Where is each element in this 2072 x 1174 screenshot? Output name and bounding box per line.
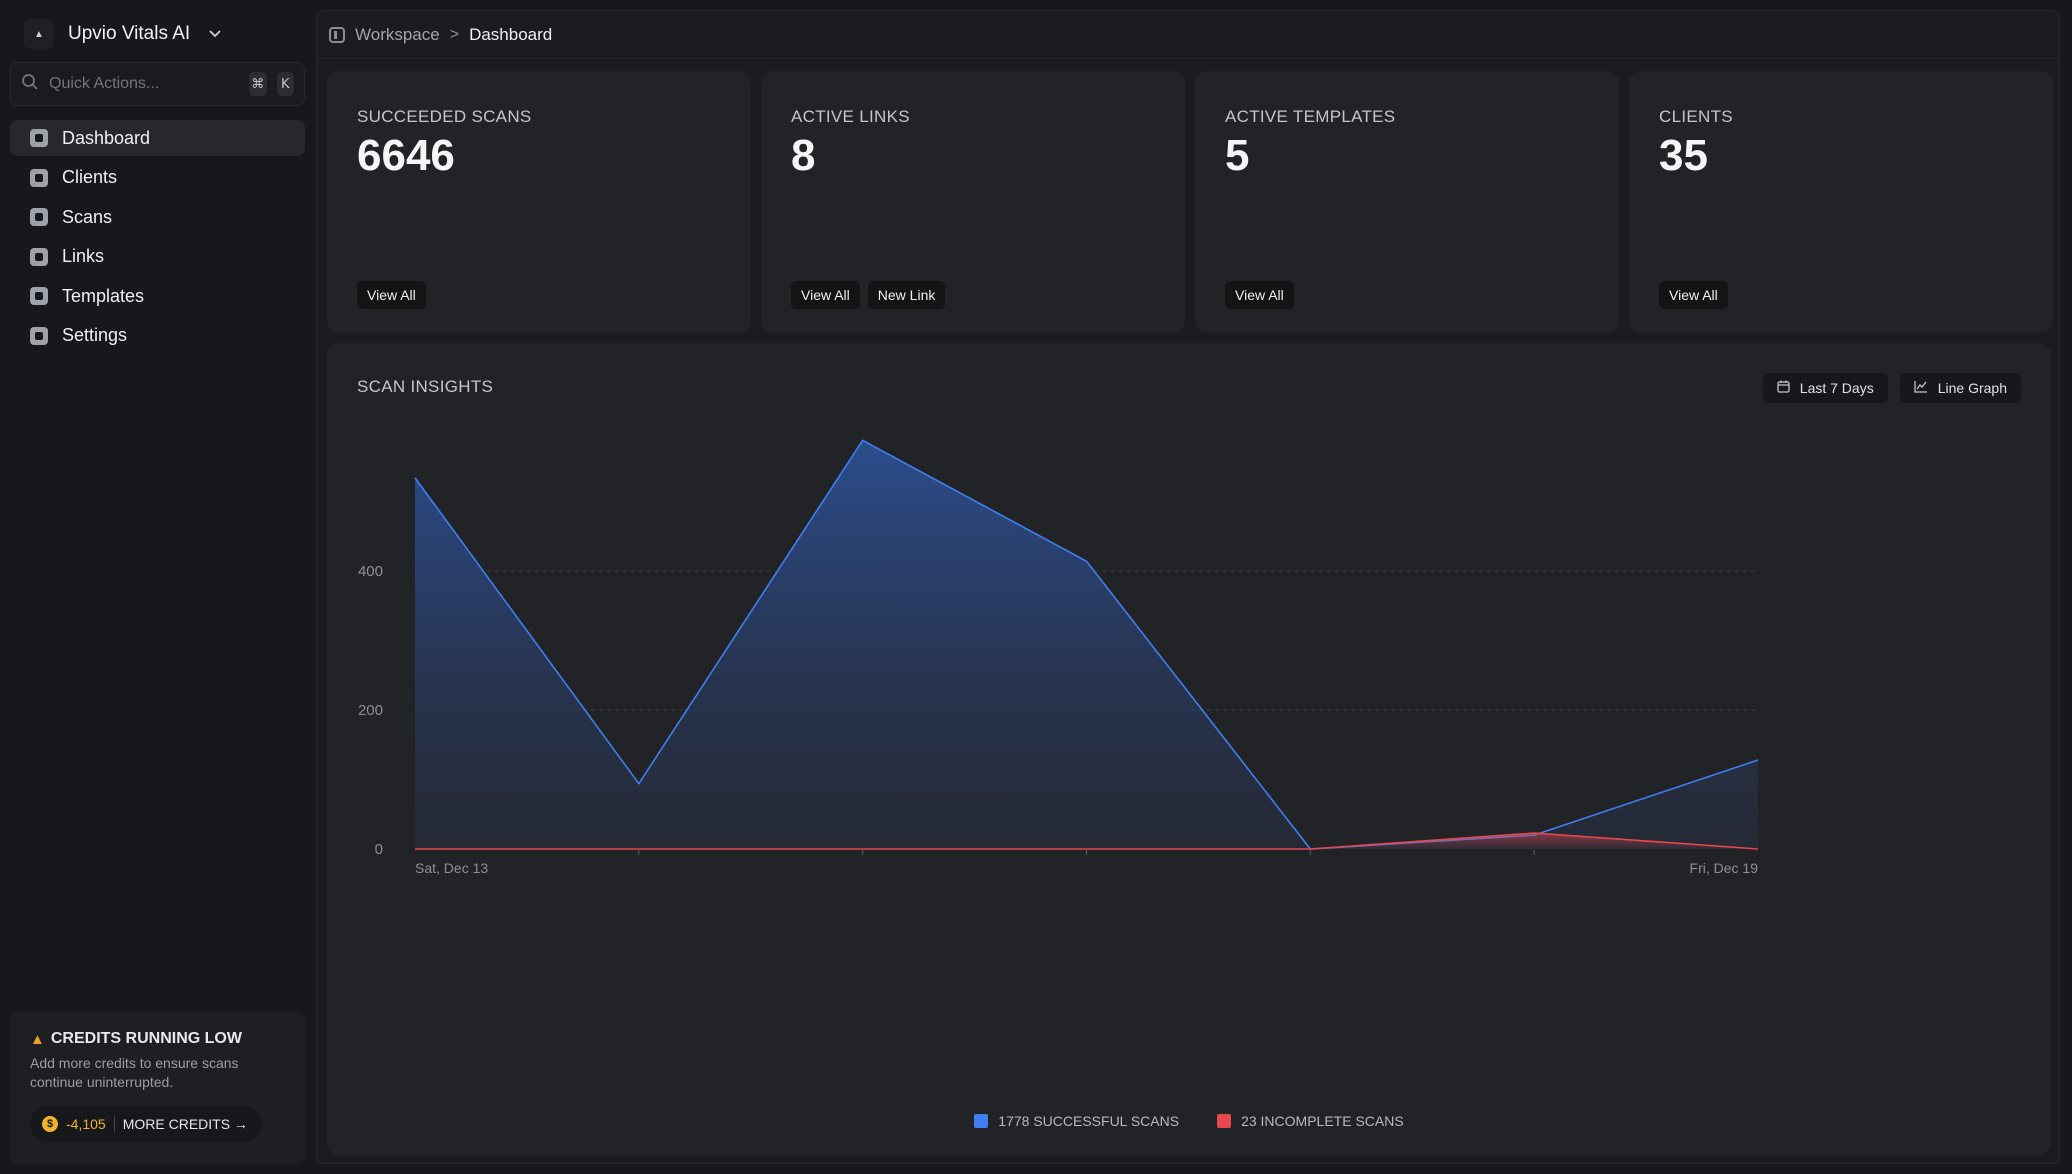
credits-panel: ▲ CREDITS RUNNING LOW Add more credits t… <box>10 1012 306 1164</box>
sidebar-item-label: Templates <box>62 285 145 306</box>
credits-pill: $ -4,105 MORE CREDITS → <box>30 1106 262 1142</box>
shortcut-cmd-key: ⌘ <box>249 72 267 96</box>
stat-card-succeeded-scans: SUCCEEDED SCANS 6646 View All <box>327 71 751 333</box>
sidebar-item-label: Dashboard <box>62 127 151 148</box>
divider <box>113 1116 115 1132</box>
quick-actions-search: ⌘ K <box>10 62 305 106</box>
workspace-switcher[interactable]: ▲ Upvio Vitals AI <box>24 16 224 52</box>
sidebar-item-templates[interactable]: Templates <box>10 278 305 314</box>
legend-label: 23 INCOMPLETE SCANS <box>1241 1113 1404 1129</box>
series-area-1 <box>415 833 1758 849</box>
card-title: ACTIVE TEMPLATES <box>1225 107 1396 126</box>
breadcrumb-current: Dashboard <box>469 24 553 44</box>
credits-title-text: CREDITS RUNNING LOW <box>50 1030 242 1047</box>
sidebar: ▲ Upvio Vitals AI ⌘ K Dashboard Clients … <box>0 0 316 1174</box>
date-range-button[interactable]: Last 7 Days <box>1762 373 1888 403</box>
chevron-down-icon <box>208 26 222 42</box>
card-title: SUCCEEDED SCANS <box>357 107 532 126</box>
card-value: 35 <box>1659 131 1708 180</box>
sidebar-nav: Dashboard Clients Scans Links Templates … <box>10 120 305 357</box>
card-value: 5 <box>1225 131 1250 180</box>
y-tick-label: 0 <box>375 841 383 858</box>
view-all-scans-button[interactable]: View All <box>357 281 426 309</box>
x-tick-label: Fri, Dec 19 <box>1690 860 1759 876</box>
chevron-right-icon: > <box>449 25 460 43</box>
stat-card-active-templates: ACTIVE TEMPLATES 5 View All <box>1195 71 1619 333</box>
warning-icon: ▲ <box>30 1030 45 1048</box>
breadcrumb: Workspace > Dashboard <box>317 11 2059 59</box>
scan-insights-chart: 0 200 400 Sat, Dec 13 Fri, Dec 19 <box>358 439 1759 876</box>
stat-card-clients: CLIENTS 35 View All <box>1629 71 2053 333</box>
breadcrumb-workspace[interactable]: Workspace <box>355 24 440 44</box>
card-value: 6646 <box>357 131 455 180</box>
coin-icon: $ <box>42 1116 58 1132</box>
workspace-name: Upvio Vitals AI <box>68 23 191 44</box>
clients-icon <box>30 168 48 187</box>
chart-legend: 1778 SUCCESSFUL SCANS 23 INCOMPLETE SCAN… <box>327 1113 2051 1129</box>
sidebar-item-settings[interactable]: Settings <box>10 318 305 354</box>
sidebar-item-label: Settings <box>62 325 128 345</box>
sidebar-item-clients[interactable]: Clients <box>10 160 305 196</box>
chart-type-label: Line Graph <box>1937 380 2007 396</box>
view-all-links-button[interactable]: View All <box>791 281 860 309</box>
card-title: ACTIVE LINKS <box>791 107 910 126</box>
legend-item-successful[interactable]: 1778 SUCCESSFUL SCANS <box>974 1113 1179 1129</box>
scans-icon <box>30 208 48 226</box>
sidebar-item-scans[interactable]: Scans <box>10 199 305 235</box>
chart-type-button[interactable]: Line Graph <box>1899 373 2021 403</box>
dashboard-icon <box>30 129 48 147</box>
legend-swatch-incomplete <box>1217 1114 1232 1128</box>
stat-cards: SUCCEEDED SCANS 6646 View All ACTIVE LIN… <box>327 71 2053 333</box>
main-panel: Workspace > Dashboard SUCCEEDED SCANS 66… <box>316 10 2060 1164</box>
date-range-label: Last 7 Days <box>1799 380 1874 396</box>
quick-actions-input[interactable] <box>49 75 239 93</box>
legend-label: 1778 SUCCESSFUL SCANS <box>998 1113 1180 1129</box>
sidebar-item-label: Scans <box>62 206 113 227</box>
new-link-button[interactable]: New Link <box>867 281 946 309</box>
scan-insights-panel: 0 200 400 Sat, Dec 13 Fri, Dec 19 SCAN INSIG… <box>327 343 2051 1155</box>
y-tick-label: 400 <box>358 563 383 580</box>
templates-icon <box>30 287 48 305</box>
sidebar-item-links[interactable]: Links <box>10 239 305 275</box>
view-all-templates-button[interactable]: View All <box>1225 281 1294 309</box>
y-tick-label: 200 <box>358 702 383 719</box>
card-value: 8 <box>791 131 816 180</box>
card-title: CLIENTS <box>1659 107 1733 126</box>
workspace-logo-icon: ▲ <box>24 19 54 49</box>
credits-title: ▲ CREDITS RUNNING LOW <box>30 1030 286 1048</box>
stat-card-active-links: ACTIVE LINKS 8 View All New Link <box>761 71 1185 333</box>
sidebar-item-label: Links <box>62 246 105 266</box>
insights-title: SCAN INSIGHTS <box>357 377 494 396</box>
credit-balance: -4,105 <box>66 1116 106 1132</box>
settings-icon <box>30 326 48 345</box>
sidebar-item-label: Clients <box>62 167 118 187</box>
line-chart-icon <box>1914 380 1928 396</box>
links-icon <box>30 247 48 266</box>
calendar-icon <box>1777 380 1790 396</box>
legend-item-incomplete[interactable]: 23 INCOMPLETE SCANS <box>1217 1113 1404 1129</box>
x-tick-label: Sat, Dec 13 <box>415 860 488 876</box>
sidebar-toggle-icon[interactable] <box>329 26 345 43</box>
search-icon <box>21 73 39 96</box>
more-credits-button[interactable]: MORE CREDITS → <box>122 1116 248 1132</box>
legend-swatch-successful <box>974 1114 989 1128</box>
sidebar-item-dashboard[interactable]: Dashboard <box>10 120 305 156</box>
view-all-clients-button[interactable]: View All <box>1659 281 1728 309</box>
shortcut-k-key: K <box>276 72 294 96</box>
credits-description: Add more credits to ensure scans continu… <box>30 1055 239 1090</box>
series-area-0 <box>415 440 1758 849</box>
